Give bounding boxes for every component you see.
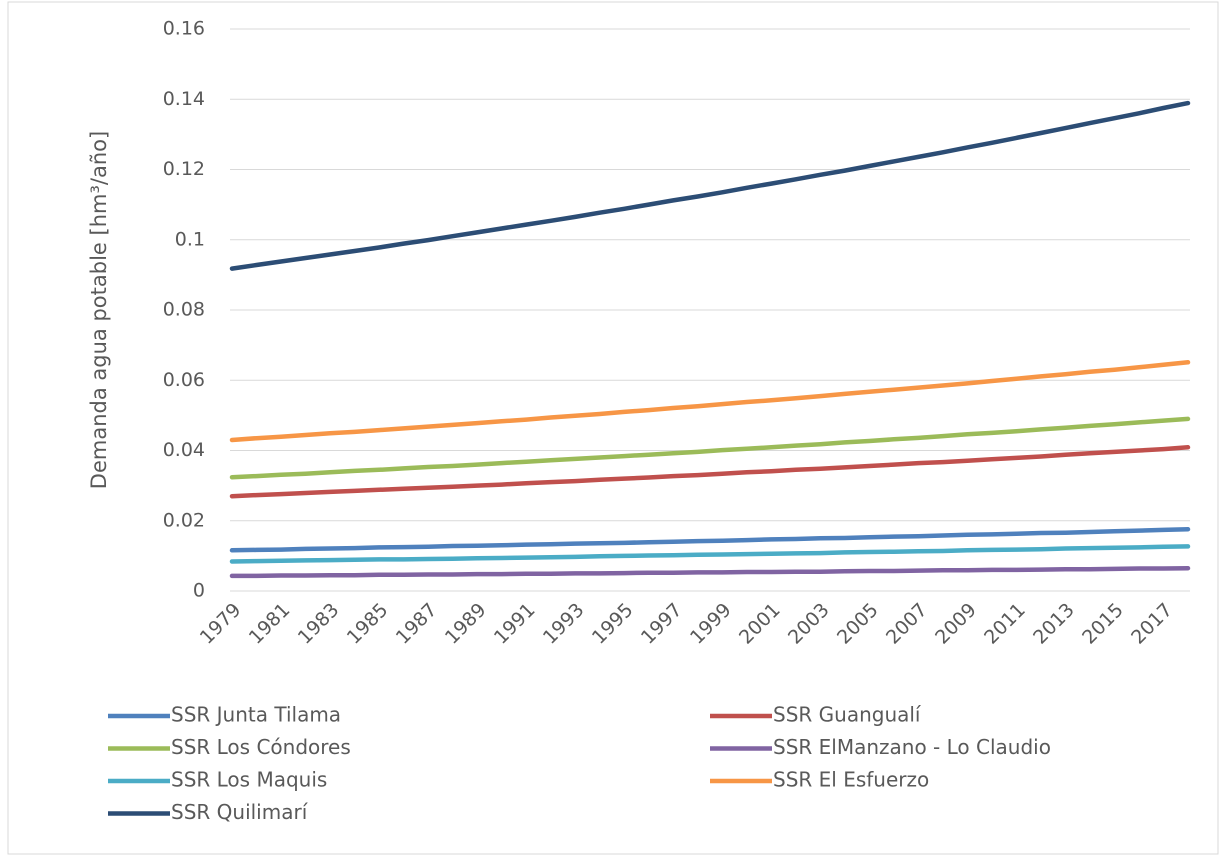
legend-label: SSR El Esfuerzo (773, 768, 929, 792)
y-tick-label: 0.16 (163, 18, 205, 40)
series-line (229, 445, 1191, 499)
chart-border (7, 1, 1219, 855)
legend-label: SSR Quilimarí (171, 800, 309, 824)
legend-label: SSR Guangualí (773, 703, 922, 727)
series-line (229, 416, 1191, 480)
y-tick-label: 0.06 (163, 369, 205, 391)
series-line (229, 526, 1191, 553)
y-tick-label: 0.02 (163, 509, 205, 531)
y-tick-label: 0.14 (163, 88, 205, 110)
y-tick-label: 0 (193, 580, 205, 602)
y-tick-label: 0.08 (163, 299, 205, 321)
y-tick-label: 0.04 (163, 439, 205, 461)
legend-label: SSR Los Maquis (171, 768, 327, 792)
y-tick-label: 0.1 (175, 228, 205, 250)
legend-label: SSR Junta Tilama (171, 703, 341, 727)
legend-label: SSR Los Cóndores (171, 735, 351, 759)
series-line (229, 544, 1191, 564)
series-line (229, 100, 1191, 271)
series-line (229, 360, 1191, 443)
series-line (229, 565, 1191, 579)
legend-label: SSR ElManzano - Lo Claudio (773, 735, 1051, 759)
y-tick-label: 0.12 (163, 158, 205, 180)
y-axis-title: Demanda agua potable [hm³/año] (87, 131, 111, 489)
